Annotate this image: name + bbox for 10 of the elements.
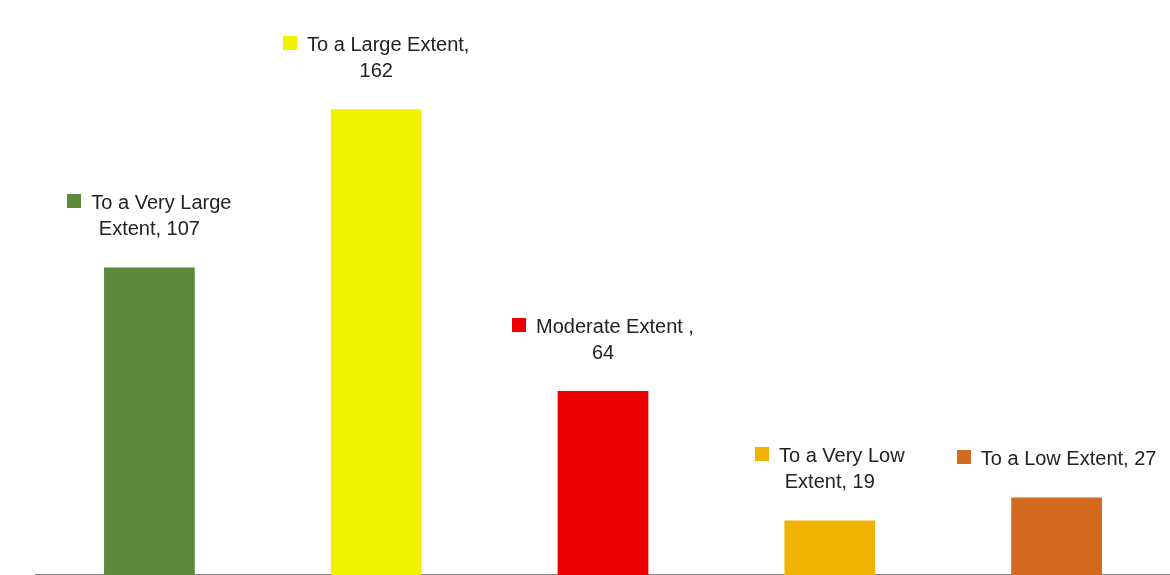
bar [784, 520, 876, 575]
bar [104, 267, 195, 575]
bar [330, 109, 422, 575]
data-label: To a Very Large Extent, 107 [91, 191, 232, 240]
data-label: To a Low Extent, 27 [980, 447, 1157, 470]
data-label: To a Large Extent, 162 [307, 33, 470, 82]
bar [1011, 497, 1102, 575]
data-label: Moderate Extent , 64 [536, 315, 694, 363]
data-label: To a Very Low Extent, 19 [778, 444, 906, 493]
bar [557, 391, 649, 575]
